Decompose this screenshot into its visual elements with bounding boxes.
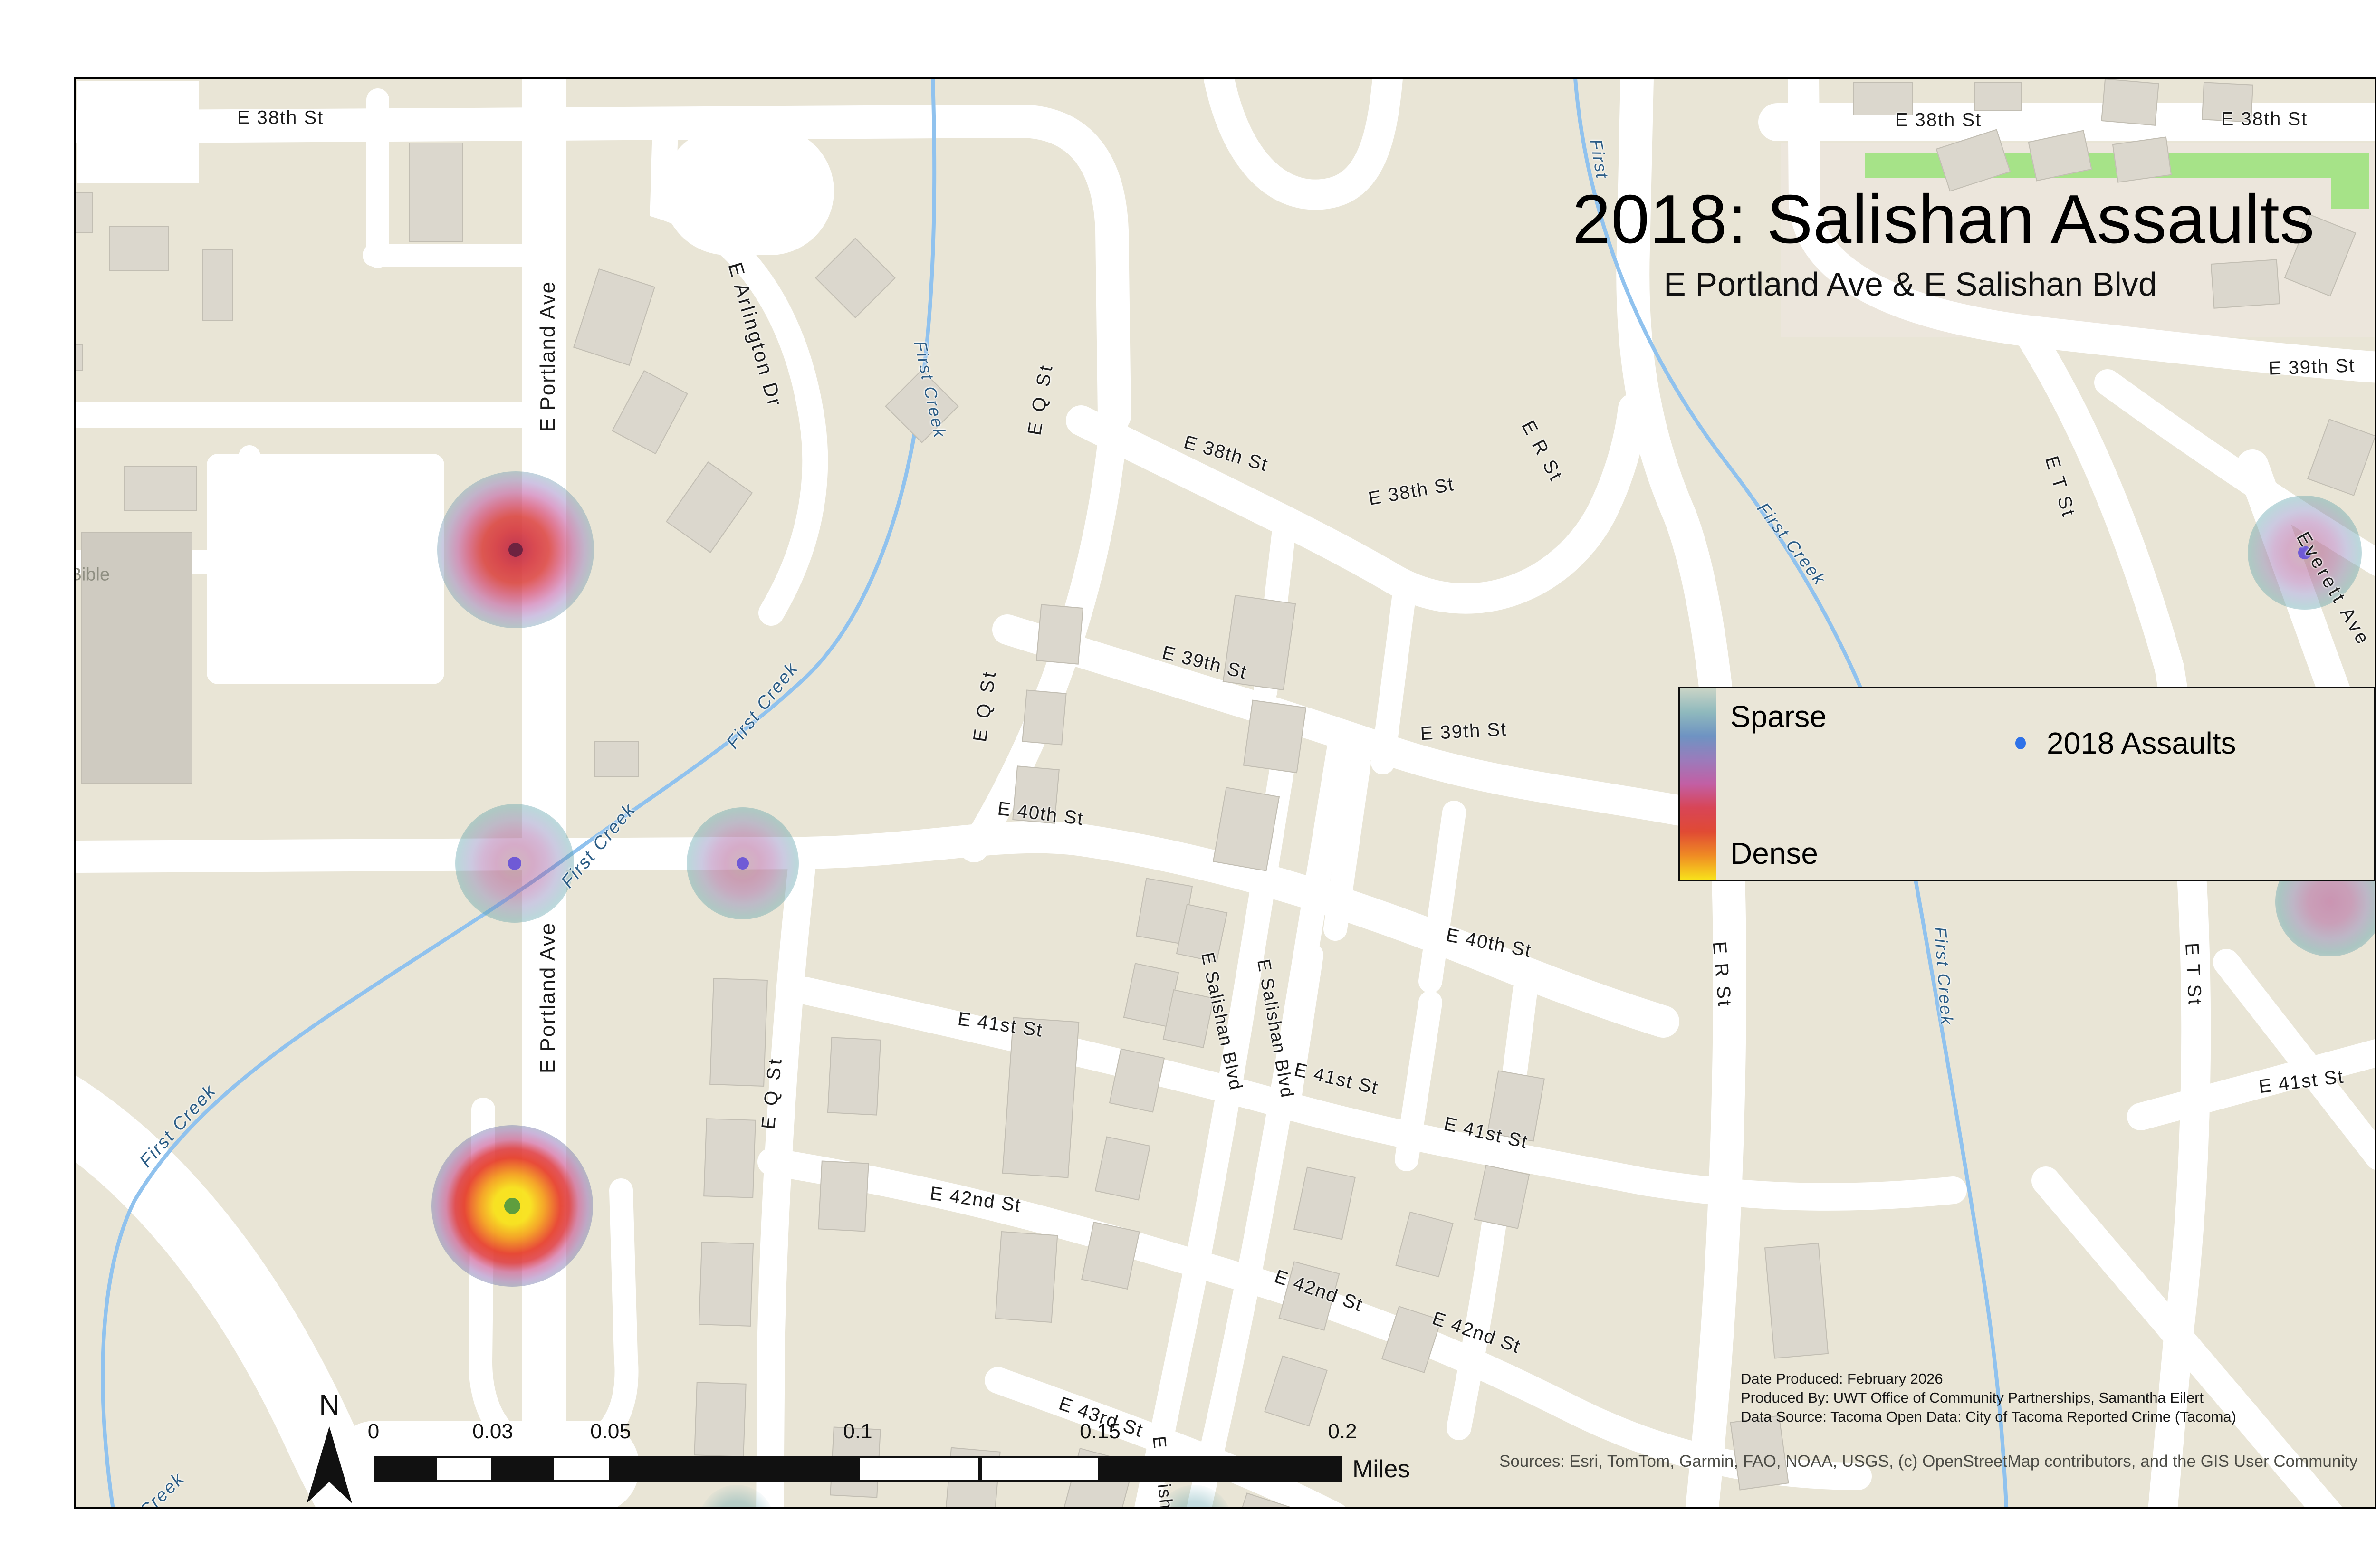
road — [1066, 393, 1648, 614]
road — [76, 1075, 398, 1507]
assault-point-marker — [2298, 546, 2311, 559]
road — [756, 841, 817, 1507]
road — [1371, 575, 1417, 774]
legend-point-label: 2018 Assaults — [2047, 726, 2236, 760]
street-label: E Portland Ave — [536, 922, 559, 1074]
road — [1204, 79, 1403, 210]
title-block: 2018: Salishan Assaults E Portland Ave &… — [1540, 181, 2347, 303]
road — [1395, 991, 1442, 1171]
scale-bar-segment — [611, 1456, 858, 1482]
building-footprint — [1974, 82, 2022, 111]
scale-bar-tick: 0.03 — [472, 1420, 513, 1443]
assault-point-marker — [737, 857, 749, 870]
building-footprint — [703, 1118, 756, 1198]
building-footprint — [2101, 79, 2159, 126]
road — [76, 104, 1131, 432]
scale-bar-segment — [493, 1456, 552, 1482]
building-footprint — [594, 741, 639, 777]
road — [1323, 751, 1371, 941]
building-footprint — [827, 1037, 881, 1116]
scale-bar-segment — [435, 1456, 493, 1482]
scale-bar-tick: 0.2 — [1328, 1420, 1357, 1443]
map-subtitle: E Portland Ave & E Salishan Blvd — [1664, 265, 2157, 303]
scale-bar-segment — [552, 1456, 611, 1482]
building-footprint — [2112, 136, 2172, 183]
road — [2012, 316, 2184, 682]
building-footprint — [1853, 82, 1913, 115]
street-label: E 38th St — [237, 107, 324, 128]
street-label: E 38th St — [2221, 108, 2308, 130]
road — [2031, 1166, 2342, 1507]
scale-bar-tick: 0 — [367, 1420, 380, 1443]
map-title: 2018: Salishan Assaults — [1572, 181, 2315, 258]
road — [239, 445, 261, 612]
street-label: E 38th St — [1895, 109, 1982, 131]
scale-bar-units: Miles — [1352, 1455, 1410, 1483]
assault-point-marker — [508, 543, 523, 557]
street-label: E 39th St — [2268, 355, 2356, 379]
legend: Sparse Dense 2018 Assaults — [1678, 687, 2376, 881]
heat-spot-sparse — [2248, 496, 2362, 610]
building-footprint — [698, 1242, 754, 1327]
road — [1187, 731, 1352, 1507]
scale-bar-tick: 0.15 — [1080, 1420, 1121, 1443]
legend-sparse-label: Sparse — [1730, 699, 1827, 734]
building-footprint — [202, 249, 233, 321]
street-label: E T St — [2181, 942, 2205, 1007]
assault-point-marker — [504, 1198, 520, 1214]
scale-bar-segment — [980, 1456, 1100, 1482]
credit-line: Date Produced: February 2026 — [1741, 1370, 1943, 1387]
building-footprint — [76, 192, 93, 233]
open-area — [663, 127, 834, 255]
poi-label: o Bible — [74, 564, 110, 585]
road — [757, 1148, 1872, 1490]
building-footprint — [1764, 1243, 1829, 1359]
scale-bar-segment — [374, 1456, 435, 1482]
street-label: E Portland Ave — [536, 280, 559, 432]
credit-line: Produced By: UWT Office of Community Par… — [1741, 1389, 2204, 1406]
road — [1276, 943, 1323, 1121]
heat-spot-sparse — [687, 807, 799, 919]
scale-bar-tick: 0.1 — [843, 1420, 872, 1443]
poi-label: ch — [76, 590, 77, 611]
assault-point-marker — [508, 857, 521, 870]
sources-attribution: Sources: Esri, TomTom, Garmin, FAO, NOAA… — [1499, 1452, 2358, 1471]
road — [2127, 1039, 2375, 1130]
road — [1134, 722, 1300, 1507]
building-footprint — [1035, 604, 1084, 665]
road — [650, 115, 828, 626]
building-footprint — [1022, 689, 1067, 746]
building-footprint — [124, 466, 197, 511]
density-color-ramp — [1680, 688, 1716, 880]
credit-line: Data Source: Tacoma Open Data: City of T… — [1741, 1408, 2236, 1425]
building-footprint — [1243, 699, 1307, 774]
building-footprint — [694, 1382, 747, 1457]
park-strip — [2331, 153, 2369, 209]
legend-dense-label: Dense — [1730, 836, 1818, 870]
building-footprint — [409, 143, 463, 242]
street-label: E 39th St — [1419, 718, 1508, 745]
heat-spot-dense — [431, 1125, 593, 1287]
credits-block: Date Produced: February 2026 Produced By:… — [1741, 1369, 2236, 1426]
building-footprint — [995, 1231, 1058, 1323]
north-arrow-label: N — [319, 1389, 340, 1421]
road — [1418, 801, 1466, 993]
scale-bar-tick: 0.05 — [590, 1420, 631, 1443]
building-footprint — [818, 1160, 869, 1232]
assault-point-icon — [2015, 737, 2026, 749]
road — [2213, 949, 2375, 1170]
road — [985, 1367, 1345, 1507]
building-footprint — [109, 226, 169, 271]
heat-spot-sparse — [455, 804, 574, 923]
scale-bar-segment — [1100, 1456, 1342, 1482]
building-footprint — [81, 532, 192, 784]
heat-spot-hot — [437, 471, 594, 628]
building-footprint — [76, 344, 83, 371]
building-footprint — [709, 978, 768, 1087]
road — [468, 1098, 639, 1464]
scale-bar-segment — [858, 1456, 980, 1482]
